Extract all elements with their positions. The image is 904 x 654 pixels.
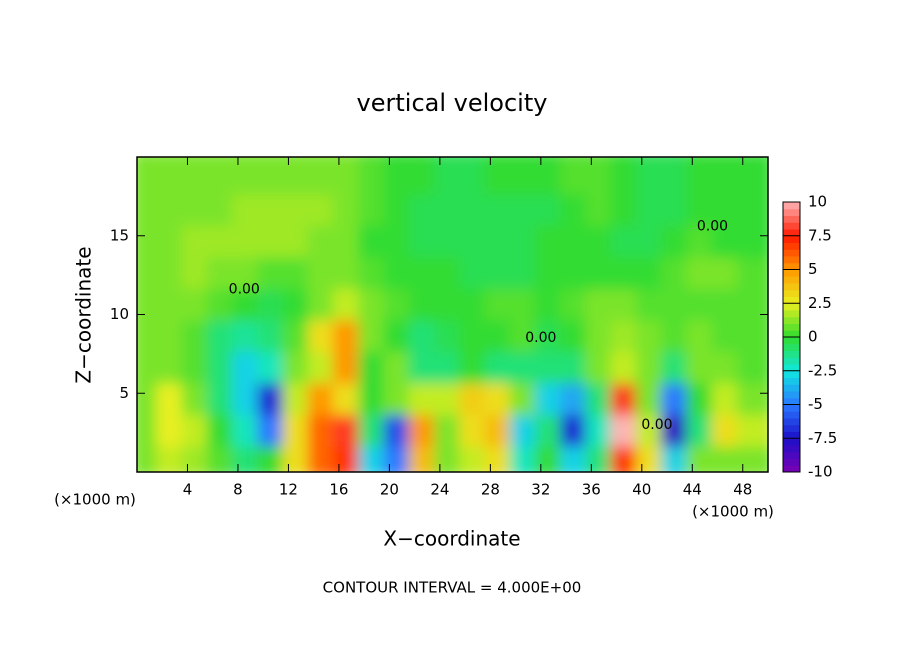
colorbar-tick-label: 2.5	[808, 294, 832, 312]
colorbar-band	[783, 438, 800, 446]
colorbar-band	[783, 337, 800, 345]
x-tick-label: 28	[481, 481, 500, 499]
contour-label: 0.00	[229, 281, 260, 297]
colorbar-tick-label: -2.5	[808, 361, 837, 379]
footnote: CONTOUR INTERVAL = 4.000E+00	[323, 579, 582, 597]
x-tick-label: 12	[279, 481, 298, 499]
y-tick-label: 10	[110, 305, 129, 323]
colorbar-band	[783, 411, 800, 419]
colorbar-band	[783, 404, 800, 412]
x-tick-label: 44	[683, 481, 702, 499]
colorbar-band	[783, 310, 800, 318]
colorbar-tick-label: -5	[808, 395, 823, 413]
x-tick-label: 4	[183, 481, 193, 499]
colorbar-tick-label: -7.5	[808, 429, 837, 447]
colorbar-band	[783, 202, 800, 210]
colorbar-band	[783, 445, 800, 453]
colorbar-band	[783, 296, 800, 304]
colorbar-band	[783, 276, 800, 284]
colorbar-band	[783, 350, 800, 358]
x-unit-label: (×1000 m)	[54, 491, 136, 509]
colorbar-band	[783, 316, 800, 324]
colorbar-band	[783, 377, 800, 385]
contour-label: 0.00	[697, 218, 728, 234]
colorbar-band	[783, 283, 800, 291]
colorbar-band	[783, 235, 800, 243]
x-tick-label: 24	[430, 481, 449, 499]
colorbar-band	[783, 330, 800, 338]
colorbar-band	[783, 303, 800, 311]
x-tick-label: 40	[632, 481, 651, 499]
field-cell	[736, 157, 768, 195]
colorbar-band	[783, 208, 800, 216]
colorbar-band	[783, 364, 800, 372]
colorbar-band	[783, 431, 800, 439]
colorbar-band	[783, 289, 800, 297]
colorbar-band	[783, 458, 800, 466]
x-tick-label: 48	[733, 481, 752, 499]
colorbar-band	[783, 384, 800, 392]
colorbar-band	[783, 370, 800, 378]
colorbar-band	[783, 249, 800, 257]
colorbar-tick-label: 10	[808, 193, 827, 211]
x-tick-label: 16	[329, 481, 348, 499]
colorbar-band	[783, 424, 800, 432]
colorbar-band	[783, 357, 800, 365]
colorbar-band	[783, 343, 800, 351]
y-axis-label: Z−coordinate	[72, 246, 96, 383]
x-tick-label: 20	[380, 481, 399, 499]
colorbar-tick-label: -10	[808, 463, 833, 481]
y-tick-label: 5	[119, 384, 129, 402]
colorbar-tick-label: 7.5	[808, 226, 832, 244]
colorbar-band	[783, 222, 800, 230]
colorbar-band	[783, 256, 800, 264]
colorbar-band	[783, 391, 800, 399]
colorbar-band	[783, 418, 800, 426]
colorbar-band	[783, 397, 800, 405]
colorbar-band	[783, 323, 800, 331]
y-tick-label: 15	[110, 226, 129, 244]
colorbar-band	[783, 215, 800, 223]
colorbar-tick-label: 5	[808, 260, 818, 278]
x-axis-label: X−coordinate	[383, 527, 520, 551]
contour-label: 0.00	[641, 417, 672, 433]
field	[137, 157, 768, 472]
x-tick-label: 8	[233, 481, 243, 499]
x-unit-label: (×1000 m)	[692, 503, 774, 521]
colorbar-band	[783, 465, 800, 473]
colorbar-tick-label: 0	[808, 328, 818, 346]
colorbar-band	[783, 269, 800, 277]
contour-label: 0.00	[525, 330, 556, 346]
colorbar-band	[783, 451, 800, 459]
x-tick-label: 32	[531, 481, 550, 499]
plot-area	[137, 157, 768, 472]
x-tick-label: 36	[582, 481, 601, 499]
colorbar-band	[783, 242, 800, 250]
colorbar-band	[783, 262, 800, 270]
chart-title: vertical velocity	[357, 89, 548, 117]
colorbar-band	[783, 229, 800, 237]
